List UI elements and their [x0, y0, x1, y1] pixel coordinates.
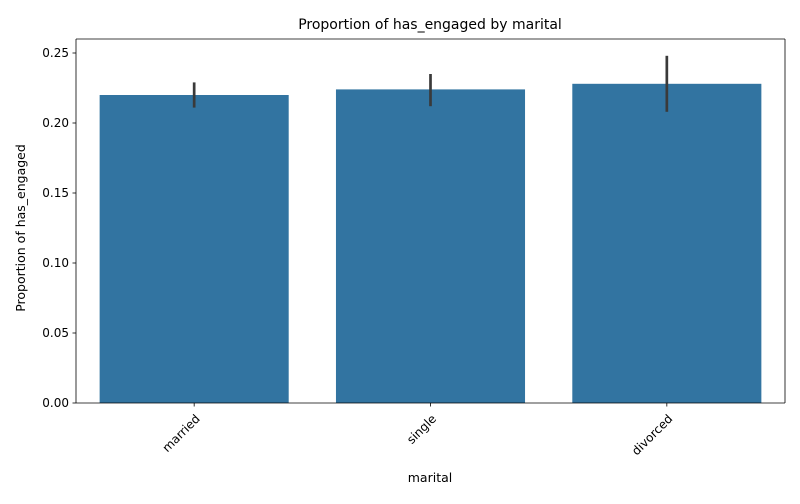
y-tick-label: 0.20 [42, 116, 69, 130]
error-bars-group [192, 55, 669, 112]
chart-title: Proportion of has_engaged by marital [298, 17, 562, 33]
bars-group [99, 83, 762, 404]
y-tick-label: 0.25 [42, 46, 69, 60]
y-tick-label: 0.10 [42, 256, 69, 270]
x-tick-label-single: single [404, 412, 439, 447]
bar-divorced [572, 83, 762, 404]
bar-married [99, 95, 289, 403]
x-tick-label-married: married [160, 412, 203, 455]
y-tick-label: 0.00 [42, 396, 69, 410]
bar-single [335, 89, 526, 404]
y-axis-label: Proportion of has_engaged [13, 144, 28, 312]
y-tick-label: 0.15 [42, 186, 69, 200]
x-axis-label: marital [408, 470, 452, 485]
y-tick-label: 0.05 [42, 326, 69, 340]
y-axis: 0.00 0.05 0.10 0.15 0.20 0.25 [42, 39, 786, 410]
x-tick-label-divorced: divorced [629, 412, 675, 458]
